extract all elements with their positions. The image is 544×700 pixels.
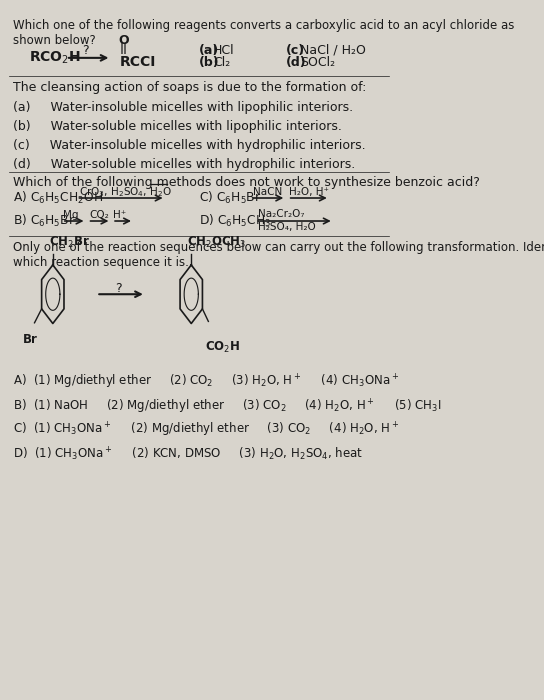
- Text: Br: Br: [23, 332, 38, 346]
- Text: NaCN: NaCN: [252, 187, 282, 197]
- Text: H₂SO₄, H₂O: H₂SO₄, H₂O: [258, 222, 316, 232]
- Text: CH$_2$OCH$_3$: CH$_2$OCH$_3$: [187, 234, 246, 250]
- Text: RCCI: RCCI: [119, 55, 156, 69]
- Text: (a)     Water-insoluble micelles with lipophilic interiors.: (a) Water-insoluble micelles with lipoph…: [13, 101, 354, 114]
- Text: CO₂: CO₂: [89, 210, 109, 220]
- Text: HCl: HCl: [213, 43, 234, 57]
- Text: (a): (a): [199, 43, 219, 57]
- Text: (d)     Water-soluble micelles with hydrophilic interiors.: (d) Water-soluble micelles with hydrophi…: [13, 158, 356, 171]
- Text: (b): (b): [199, 56, 220, 69]
- Text: H₂O, H⁺: H₂O, H⁺: [289, 187, 329, 197]
- Text: RCO$_2$H: RCO$_2$H: [29, 50, 81, 66]
- Text: B) C$_6$H$_5$Br: B) C$_6$H$_5$Br: [13, 213, 76, 229]
- Text: A)  (1) Mg/diethyl ether     (2) CO$_2$     (3) H$_2$O, H$^+$     (4) CH$_3$ONa$: A) (1) Mg/diethyl ether (2) CO$_2$ (3) H…: [13, 372, 399, 391]
- Text: Only one of the reaction sequences below can carry out the following transformat: Only one of the reaction sequences below…: [13, 241, 544, 269]
- Text: D) C$_6$H$_5$CH$_3$: D) C$_6$H$_5$CH$_3$: [199, 213, 271, 229]
- Text: (d): (d): [286, 56, 307, 69]
- Text: ?: ?: [82, 43, 89, 57]
- Text: Cl₂: Cl₂: [213, 56, 230, 69]
- Text: Which one of the following reagents converts a carboxylic acid to an acyl chlori: Which one of the following reagents conv…: [13, 19, 515, 47]
- Text: Which of the following methods does not work to synthesize benzoic acid?: Which of the following methods does not …: [13, 176, 480, 189]
- Text: A) C$_6$H$_5$CH$_2$OH: A) C$_6$H$_5$CH$_2$OH: [13, 190, 103, 206]
- Text: H⁺: H⁺: [113, 210, 127, 220]
- Text: (b)     Water-soluble micelles with lipophilic interiors.: (b) Water-soluble micelles with lipophil…: [13, 120, 342, 133]
- Text: CH$_2$Br: CH$_2$Br: [49, 234, 90, 250]
- Text: B)  (1) NaOH     (2) Mg/diethyl ether     (3) CO$_2$     (4) H$_2$O, H$^+$     (: B) (1) NaOH (2) Mg/diethyl ether (3) CO$…: [13, 398, 442, 416]
- Text: C)  (1) CH$_3$ONa$^+$     (2) Mg/diethyl ether     (3) CO$_2$     (4) H$_2$O, H$: C) (1) CH$_3$ONa$^+$ (2) Mg/diethyl ethe…: [13, 421, 399, 440]
- Text: CO$_2$H: CO$_2$H: [205, 340, 240, 355]
- Text: Mg: Mg: [63, 210, 78, 220]
- Text: Na₂Cr₂O₇: Na₂Cr₂O₇: [258, 209, 304, 219]
- Text: D)  (1) CH$_3$ONa$^+$     (2) KCN, DMSO     (3) H$_2$O, H$_2$SO$_4$, heat: D) (1) CH$_3$ONa$^+$ (2) KCN, DMSO (3) H…: [13, 446, 363, 463]
- Text: O: O: [119, 34, 129, 47]
- Text: The cleansing action of soaps is due to the formation of:: The cleansing action of soaps is due to …: [13, 81, 367, 94]
- Text: (c)     Water-insoluble micelles with hydrophilic interiors.: (c) Water-insoluble micelles with hydrop…: [13, 139, 366, 152]
- Text: C) C$_6$H$_5$Br: C) C$_6$H$_5$Br: [199, 190, 262, 206]
- Text: NaCl / H₂O: NaCl / H₂O: [300, 43, 366, 57]
- Text: SOCl₂: SOCl₂: [300, 56, 335, 69]
- Text: ?: ?: [115, 282, 121, 295]
- Text: ||: ||: [120, 43, 128, 54]
- Text: CrO$_3$, H$_2$SO$_4$, H$_2$O: CrO$_3$, H$_2$SO$_4$, H$_2$O: [78, 185, 171, 199]
- Text: (c): (c): [286, 43, 305, 57]
